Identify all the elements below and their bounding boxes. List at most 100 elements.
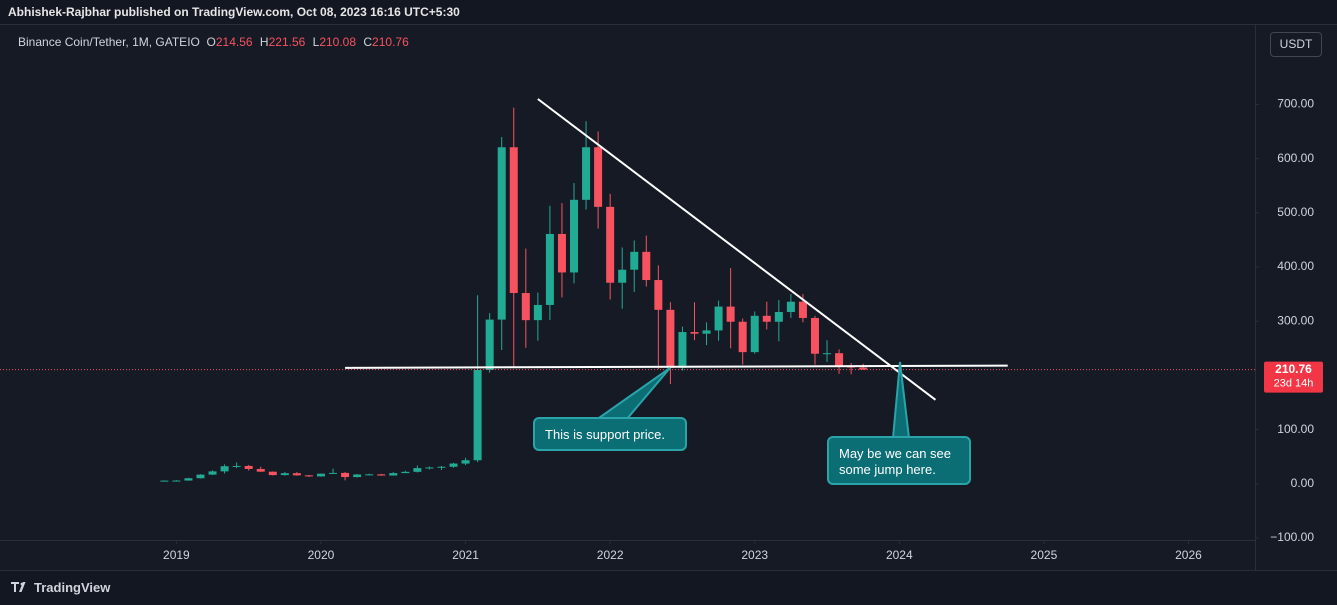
candle-body (666, 309, 675, 368)
symbol-legend: Binance Coin/Tether, 1M, GATEIO O214.56 … (18, 35, 413, 49)
candle (654, 265, 663, 369)
candle-body (798, 301, 807, 318)
candle-body (762, 315, 771, 322)
price-label-box (1264, 361, 1323, 393)
price-label-countdown: 23d 14h (1274, 377, 1314, 389)
candle (172, 480, 181, 482)
candle-body (786, 301, 795, 313)
candle (184, 477, 193, 481)
candle (220, 464, 229, 474)
candle (606, 193, 615, 300)
candle-body (329, 472, 338, 474)
candle-body (473, 370, 482, 461)
candle (497, 136, 506, 350)
candle (232, 462, 241, 469)
ohlc-label: H (259, 35, 269, 49)
ohlc-value: 221.56 (268, 35, 306, 49)
candle-body (582, 147, 591, 200)
ohlc-label: L (312, 35, 320, 49)
candle-body (220, 466, 229, 472)
candle-body (292, 473, 301, 476)
candle (774, 300, 783, 342)
candle (377, 473, 386, 476)
trend-line (537, 98, 937, 401)
candle-body (557, 233, 566, 273)
candle-body (835, 353, 844, 366)
candle (714, 300, 723, 341)
candle-body (208, 471, 217, 475)
candle-body (401, 471, 410, 474)
ohlc-value: 210.76 (372, 35, 409, 49)
ohlc-value: 214.56 (215, 35, 253, 49)
ohlc-label: C (363, 35, 373, 49)
candle-body (690, 332, 699, 334)
x-tick-label: 2021 (452, 548, 479, 562)
candle (750, 311, 759, 354)
x-tick-label: 2026 (1175, 548, 1202, 562)
callout: May be we can see some jump here. (827, 436, 971, 485)
candle (461, 457, 470, 466)
candle (341, 471, 350, 481)
brand: TradingView (34, 580, 111, 595)
candle (329, 468, 338, 474)
candle-body (425, 467, 434, 469)
y-tick-label: 0.00 (1291, 476, 1315, 490)
candle (413, 465, 422, 473)
candle-body (413, 468, 422, 472)
candle-body (750, 315, 759, 353)
candle (557, 203, 566, 298)
candle-body (268, 471, 277, 476)
candle-body (449, 463, 458, 467)
candle-body (341, 472, 350, 478)
y-tick-label: −100.00 (1270, 530, 1314, 544)
candle (256, 466, 265, 472)
candle-body (353, 474, 362, 478)
y-tick-label: 300.00 (1277, 313, 1314, 327)
candle (196, 474, 205, 479)
candle-body (630, 251, 639, 270)
candle-body (678, 332, 687, 368)
candle-body (461, 460, 470, 464)
candle-body (738, 321, 747, 353)
x-tick-label: 2020 (308, 548, 335, 562)
candle-body (570, 199, 579, 273)
chart-pane (0, 24, 1337, 570)
candle (702, 322, 711, 346)
candle-body (859, 367, 868, 370)
candle (509, 107, 518, 368)
candle (738, 318, 747, 365)
x-tick-label: 2019 (163, 548, 190, 562)
candle (292, 472, 301, 476)
candle (786, 294, 795, 318)
currency-button[interactable]: USDT (1270, 32, 1322, 57)
candle (425, 466, 434, 470)
candle (353, 473, 362, 478)
y-tick-label: 600.00 (1277, 151, 1314, 165)
candle-body (232, 465, 241, 467)
candle-body (654, 280, 663, 310)
candle (389, 472, 398, 476)
candle (630, 240, 639, 292)
candle (678, 326, 687, 371)
candle-body (545, 233, 554, 305)
candle-body (726, 306, 735, 322)
candle (268, 471, 277, 476)
candle (437, 465, 446, 471)
candle-body (172, 480, 181, 482)
y-tick-label: 100.00 (1277, 422, 1314, 436)
candle-body (594, 147, 603, 207)
candle-body (714, 306, 723, 331)
candle (726, 268, 735, 349)
candle-body (509, 147, 518, 294)
symbol: Binance Coin/Tether, 1M, GATEIO (18, 35, 200, 49)
candle (690, 302, 699, 341)
candle-body (642, 251, 651, 281)
x-tick-label: 2024 (886, 548, 913, 562)
candle-body (437, 466, 446, 468)
candle (642, 235, 651, 287)
candle (449, 462, 458, 468)
candle-body (196, 474, 205, 479)
candle-body (160, 480, 169, 482)
candle-body (606, 206, 615, 283)
